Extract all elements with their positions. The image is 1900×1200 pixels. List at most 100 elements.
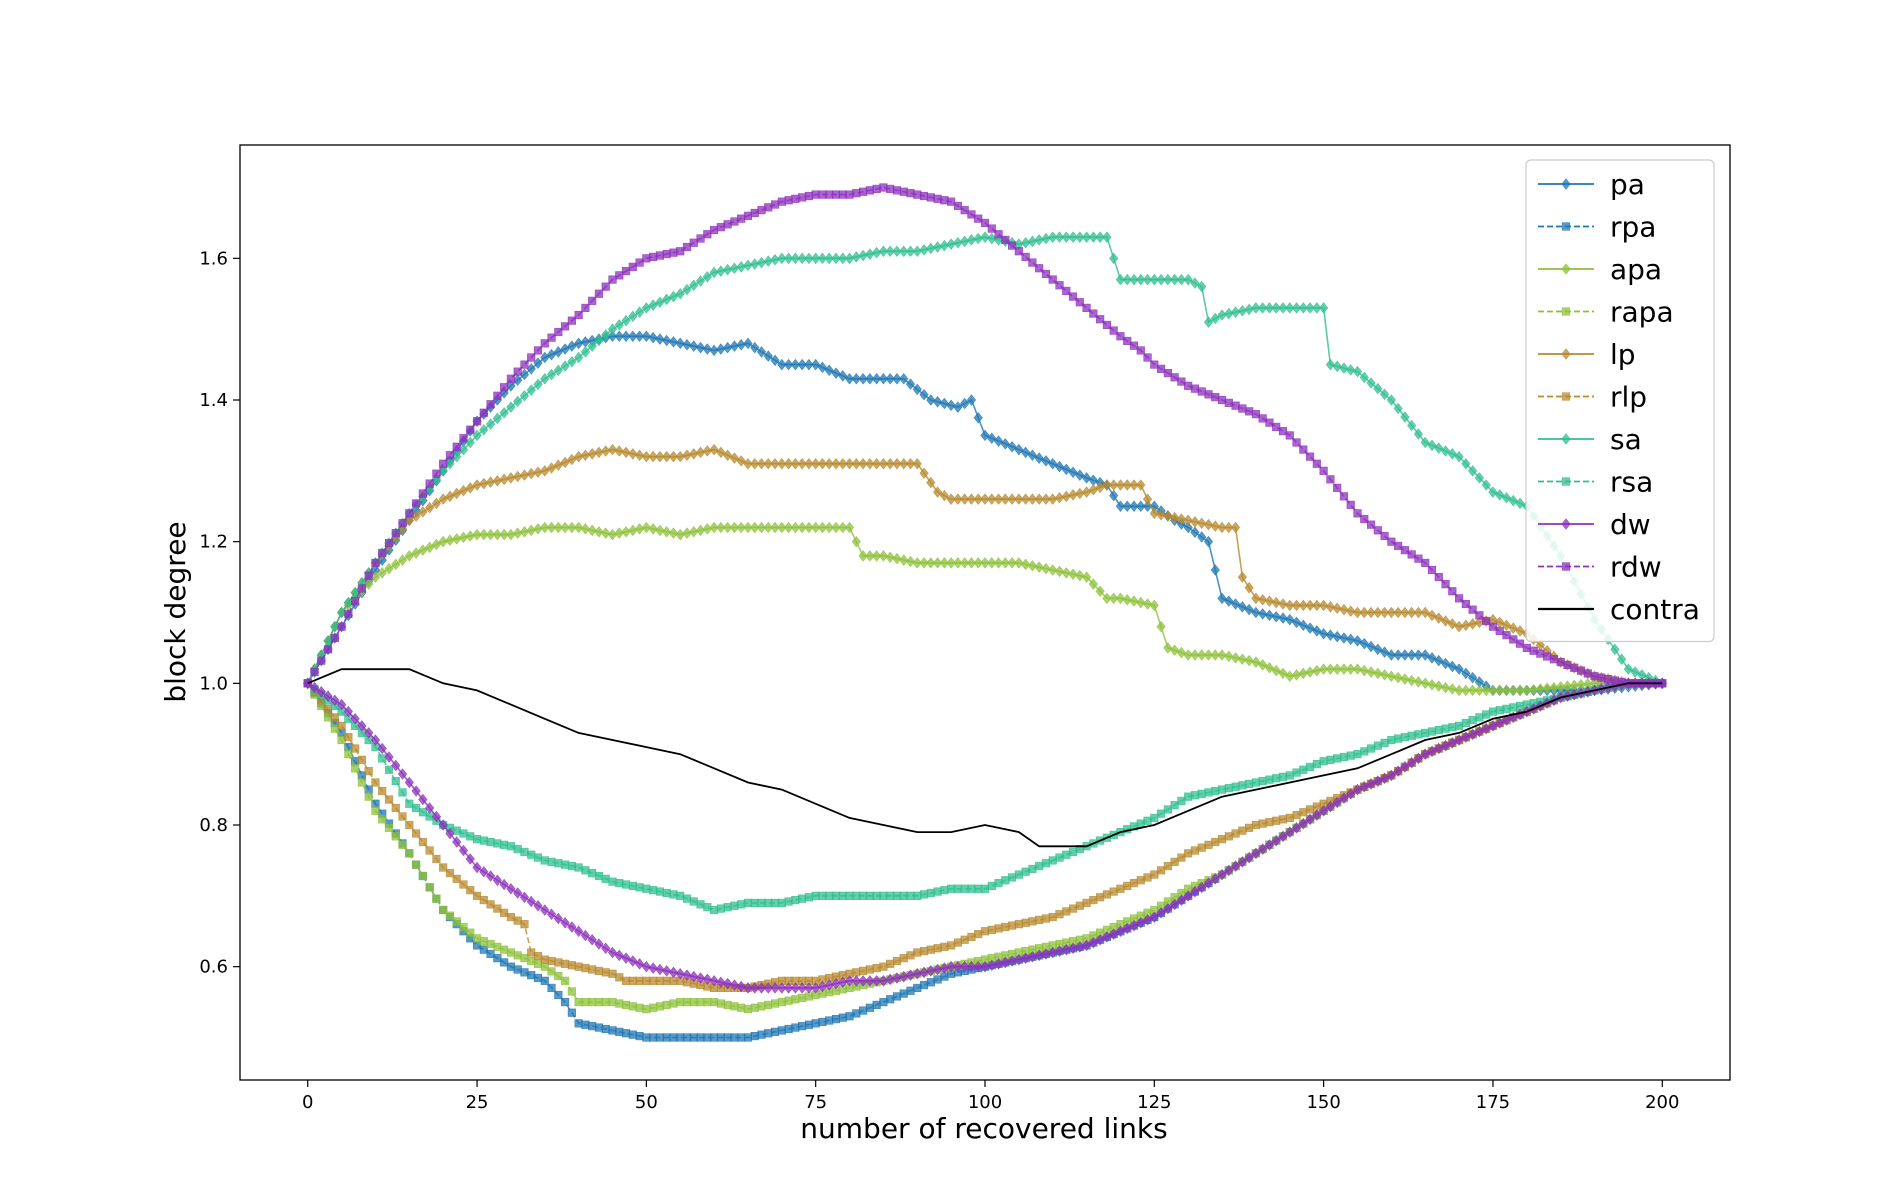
point-marker bbox=[682, 1033, 692, 1042]
point-marker bbox=[770, 982, 780, 994]
point-marker bbox=[750, 208, 759, 218]
point-marker bbox=[1190, 791, 1200, 800]
point-marker bbox=[872, 975, 882, 987]
point-marker bbox=[506, 962, 516, 971]
point-marker bbox=[1203, 316, 1214, 328]
point-marker bbox=[1474, 472, 1484, 484]
point-marker bbox=[1156, 866, 1166, 875]
point-marker bbox=[594, 966, 604, 976]
point-marker bbox=[1163, 273, 1173, 286]
point-marker bbox=[913, 891, 922, 900]
point-marker bbox=[980, 493, 990, 505]
point-marker bbox=[628, 330, 638, 342]
point-marker bbox=[851, 975, 861, 987]
point-marker bbox=[1007, 441, 1017, 453]
point-marker bbox=[628, 1002, 637, 1011]
point-marker bbox=[649, 252, 658, 262]
point-marker bbox=[764, 1029, 773, 1038]
point-marker bbox=[1427, 565, 1437, 575]
point-marker bbox=[919, 191, 929, 201]
point-marker bbox=[1109, 592, 1119, 605]
point-marker bbox=[411, 547, 421, 559]
point-marker bbox=[526, 467, 536, 480]
point-marker bbox=[1143, 873, 1152, 882]
point-marker bbox=[974, 929, 983, 939]
point-marker bbox=[1088, 483, 1098, 496]
point-marker bbox=[540, 521, 550, 534]
point-marker bbox=[384, 823, 394, 832]
point-marker bbox=[615, 271, 624, 280]
point-marker bbox=[743, 982, 753, 994]
point-marker bbox=[1217, 521, 1227, 534]
point-marker bbox=[662, 1000, 671, 1010]
point-marker bbox=[635, 306, 645, 318]
point-marker bbox=[411, 499, 421, 508]
point-marker bbox=[1021, 867, 1030, 876]
point-marker bbox=[614, 319, 624, 331]
point-marker bbox=[1278, 815, 1288, 824]
point-marker bbox=[1305, 452, 1315, 461]
point-marker bbox=[987, 925, 996, 934]
point-marker bbox=[1014, 870, 1023, 879]
point-marker bbox=[763, 458, 773, 470]
point-marker bbox=[1136, 876, 1145, 885]
point-marker bbox=[594, 526, 604, 538]
point-marker bbox=[1007, 557, 1017, 569]
point-marker bbox=[594, 938, 604, 950]
point-marker bbox=[1264, 302, 1275, 314]
point-marker bbox=[919, 946, 929, 956]
point-marker bbox=[594, 1023, 604, 1032]
point-marker bbox=[1082, 571, 1092, 583]
point-marker bbox=[940, 196, 949, 205]
point-marker bbox=[1061, 567, 1071, 579]
x-tick-label: 200 bbox=[1645, 1092, 1679, 1113]
point-marker bbox=[1001, 922, 1010, 932]
point-marker bbox=[431, 497, 441, 510]
point-marker bbox=[1224, 307, 1234, 320]
point-marker bbox=[1325, 663, 1335, 675]
point-marker bbox=[723, 220, 732, 229]
point-marker bbox=[351, 764, 360, 773]
point-marker bbox=[1115, 925, 1126, 937]
point-marker bbox=[662, 965, 672, 977]
point-marker bbox=[845, 190, 854, 199]
point-marker bbox=[966, 234, 977, 246]
point-marker bbox=[1055, 853, 1064, 862]
point-marker bbox=[560, 997, 570, 1007]
point-marker bbox=[750, 898, 759, 908]
point-marker bbox=[1407, 606, 1417, 619]
point-marker bbox=[933, 887, 942, 896]
point-marker bbox=[885, 551, 895, 563]
point-marker bbox=[1163, 368, 1172, 378]
point-marker bbox=[1170, 273, 1180, 286]
point-marker bbox=[736, 455, 746, 467]
point-marker bbox=[1285, 599, 1295, 612]
point-marker bbox=[851, 458, 861, 470]
point-marker bbox=[1549, 681, 1559, 694]
point-marker bbox=[1122, 273, 1132, 286]
point-marker bbox=[479, 836, 488, 845]
point-marker bbox=[974, 884, 983, 893]
point-marker bbox=[1197, 881, 1207, 894]
point-marker bbox=[1109, 489, 1119, 502]
point-marker bbox=[1075, 487, 1085, 500]
point-marker bbox=[987, 493, 997, 505]
point-marker bbox=[980, 231, 990, 243]
point-marker bbox=[1278, 830, 1288, 843]
point-marker bbox=[526, 384, 536, 396]
point-marker bbox=[736, 980, 746, 993]
point-marker bbox=[1434, 442, 1444, 454]
point-marker bbox=[1421, 728, 1430, 738]
point-marker bbox=[817, 521, 828, 534]
point-marker bbox=[567, 921, 577, 933]
point-marker bbox=[587, 340, 597, 352]
point-marker bbox=[1224, 864, 1234, 877]
point-marker bbox=[1561, 178, 1571, 190]
point-marker bbox=[804, 358, 814, 371]
point-marker bbox=[1298, 599, 1308, 612]
point-marker bbox=[885, 373, 895, 385]
point-marker bbox=[797, 982, 807, 994]
legend-entry-pa: pa bbox=[1538, 168, 1645, 201]
point-marker bbox=[892, 552, 902, 565]
point-marker bbox=[1142, 914, 1153, 926]
